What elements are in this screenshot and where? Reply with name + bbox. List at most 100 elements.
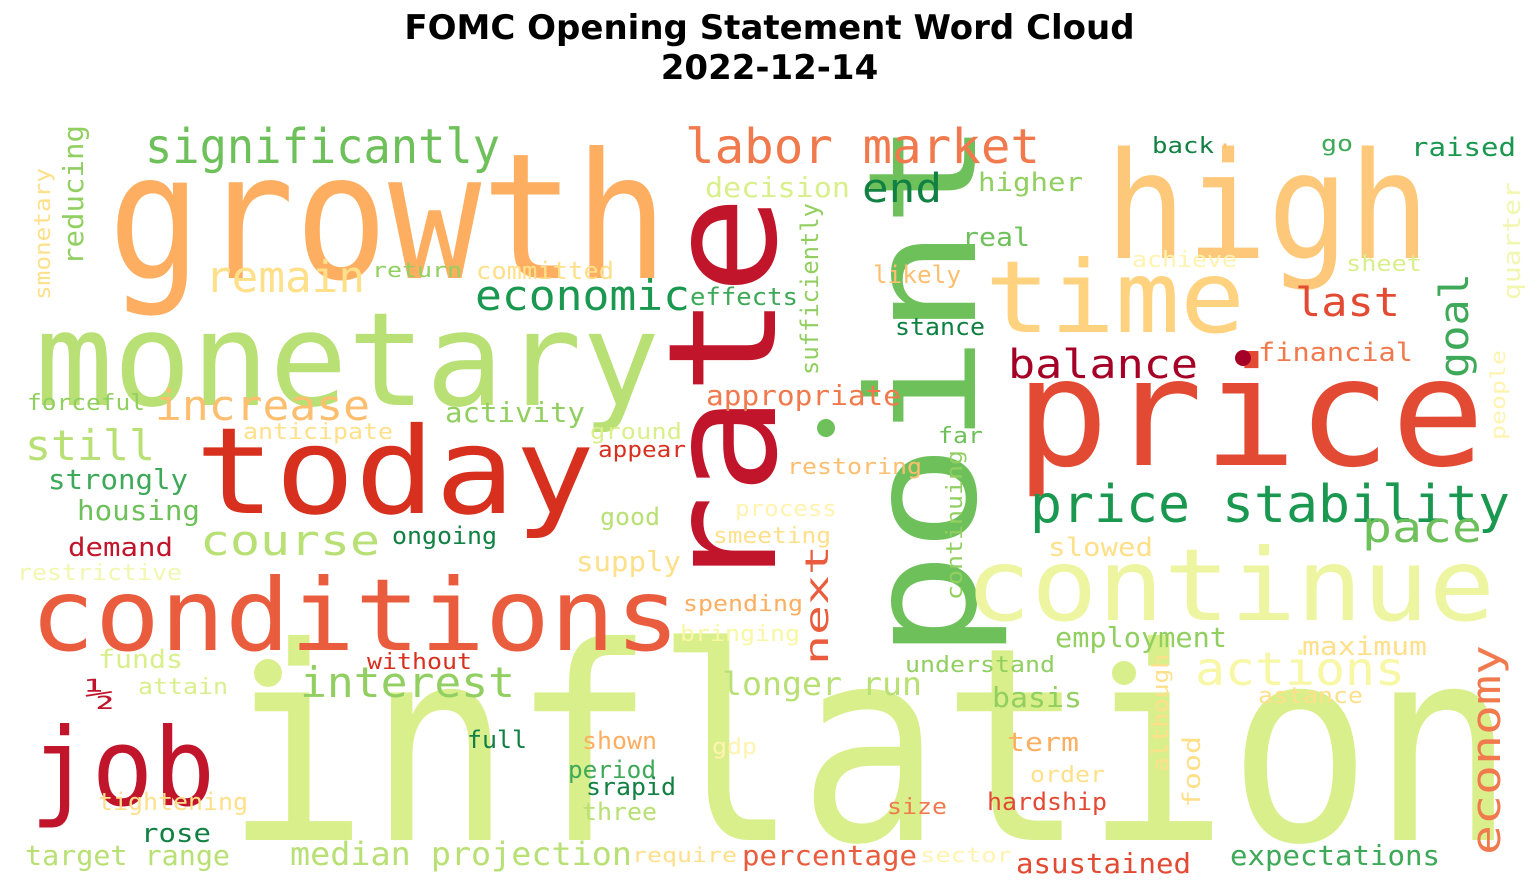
word-half: ½ xyxy=(85,675,115,713)
word-appropriate: appropriate xyxy=(706,379,901,412)
word-last: last xyxy=(1295,280,1400,326)
word-smeeting: smeeting xyxy=(713,524,831,549)
word-percentage: percentage xyxy=(742,839,917,872)
word-order: order xyxy=(1030,763,1105,788)
word-return: return xyxy=(372,258,462,282)
dot-mark xyxy=(817,419,835,437)
word-longer-run: longer run xyxy=(722,665,922,703)
chart-title: FOMC Opening Statement Word Cloud 2022-1… xyxy=(0,8,1539,88)
word-basis: basis xyxy=(992,681,1082,714)
word-time: time xyxy=(985,239,1245,356)
word-process: process xyxy=(735,497,837,522)
word-significantly: significantly xyxy=(145,119,500,175)
word-sufficiently: sufficiently xyxy=(796,203,824,375)
word-term: term xyxy=(1007,728,1079,758)
word-smonetary: smonetary xyxy=(31,168,56,300)
word-effects: effects xyxy=(690,283,798,311)
word-dot: . xyxy=(1218,121,1232,156)
dot-mark xyxy=(254,659,282,687)
word-size: size xyxy=(887,795,947,820)
word-economy: economy xyxy=(1464,645,1510,855)
word-sector: sector xyxy=(920,843,1012,867)
word-balance: balance xyxy=(1008,342,1198,388)
word-point: point xyxy=(837,120,1011,660)
word-higher: higher xyxy=(978,168,1083,198)
word-supply: supply xyxy=(576,545,681,578)
word-although: although xyxy=(1149,654,1174,772)
word-decision: decision xyxy=(705,171,850,204)
word-demand: demand xyxy=(68,533,173,563)
word-understand: understand xyxy=(905,653,1055,678)
word-good: good xyxy=(600,503,660,531)
word-sheet: sheet xyxy=(1346,252,1422,277)
word-food: food xyxy=(1178,736,1206,808)
word-course: course xyxy=(200,516,380,565)
word-far: far xyxy=(938,424,983,449)
word-achieve: achieve xyxy=(1132,248,1237,273)
word-spending: spending xyxy=(683,592,803,617)
word-employment: employment xyxy=(1055,621,1227,654)
word-housing: housing xyxy=(77,494,200,527)
word-appear: appear xyxy=(598,438,686,463)
word-high: high xyxy=(1105,121,1430,293)
word-committed: committed xyxy=(476,257,614,285)
word-restoring: restoring xyxy=(787,455,922,480)
word-restrictive: restrictive xyxy=(17,561,182,586)
word-actions: actions xyxy=(1195,642,1405,696)
word-back: back xyxy=(1152,134,1214,159)
word-job: job xyxy=(30,706,215,831)
word-remain: remain xyxy=(205,252,365,303)
word-real: real xyxy=(962,223,1030,253)
word-still: still xyxy=(25,421,155,470)
word-strongly: strongly xyxy=(48,463,188,496)
word-economic: economic xyxy=(475,271,690,320)
word-increase: increase xyxy=(155,381,370,430)
word-quarter: quarter xyxy=(1498,182,1526,300)
dot-mark xyxy=(1112,661,1136,685)
word-three: three xyxy=(582,798,657,826)
word-continuing: continuing xyxy=(943,450,968,600)
word-anticipate: anticipate xyxy=(243,420,393,445)
word-tightening: tightening xyxy=(98,788,248,816)
word-labor-market: labor market xyxy=(685,119,1040,175)
chart-title-date: 2022-12-14 xyxy=(660,48,879,88)
word-stance: stance xyxy=(895,313,985,341)
word-interest: interest xyxy=(300,658,515,707)
word-full: full xyxy=(467,726,527,754)
word-ground: ground xyxy=(590,420,682,445)
chart-title-line1: FOMC Opening Statement Word Cloud xyxy=(404,8,1135,48)
word-monetary: monetary xyxy=(35,284,660,436)
word-maximum: maximum xyxy=(1302,632,1427,662)
word-without: without xyxy=(367,650,472,675)
word-target-range: target range xyxy=(25,839,230,872)
word-astance: astance xyxy=(1258,684,1363,709)
word-likely: likely xyxy=(873,261,961,289)
word-people: people xyxy=(1486,350,1510,440)
word-end: end xyxy=(862,166,942,212)
word-go: go xyxy=(1321,132,1353,157)
word-require: require xyxy=(632,843,737,867)
word-inflation: inflation xyxy=(225,589,1515,890)
word-rate: rate xyxy=(637,195,811,595)
word-financial: financial xyxy=(1258,338,1413,368)
word-reducing: reducing xyxy=(57,125,90,265)
word-expectations: expectations xyxy=(1230,839,1440,872)
word-continue: continue xyxy=(965,527,1495,644)
word-hardship: hardship xyxy=(987,788,1107,816)
word-next: next xyxy=(798,545,836,665)
word-price-stability: price stability xyxy=(1030,475,1510,535)
word-srapid: srapid xyxy=(586,773,676,801)
word-slowed: slowed xyxy=(1048,533,1153,563)
word-shown: shown xyxy=(582,727,657,755)
word-median-projection: median projection xyxy=(290,835,632,873)
word-ongoing: ongoing xyxy=(392,522,497,550)
word-bringing: bringing xyxy=(680,622,800,647)
word-activity: activity xyxy=(445,396,585,429)
word-funds: funds xyxy=(98,645,183,675)
word-raised: raised xyxy=(1411,133,1516,163)
word-attain: attain xyxy=(138,675,228,700)
word-goal: goal xyxy=(1432,273,1478,378)
word-rose: rose xyxy=(141,819,211,849)
word-conditions: conditions xyxy=(30,557,680,674)
